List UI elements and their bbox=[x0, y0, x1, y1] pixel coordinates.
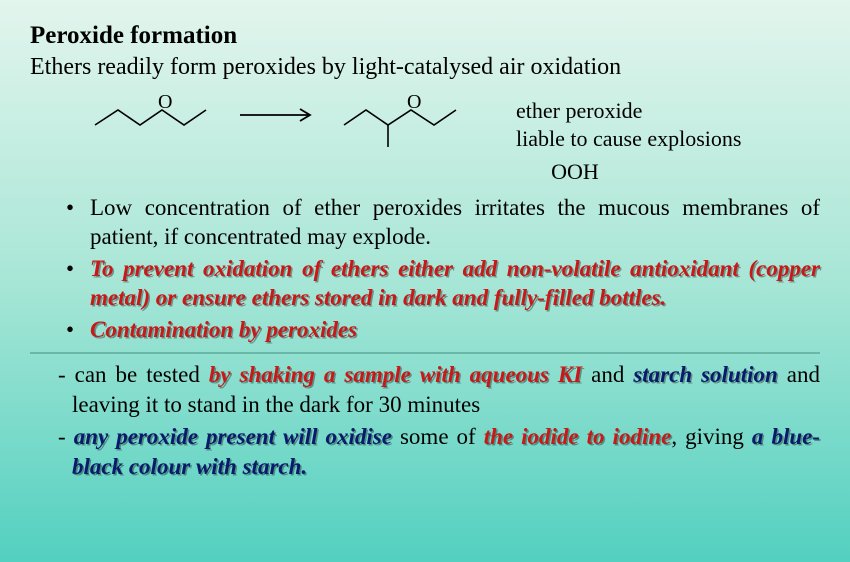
bullet-item: To prevent oxidation of ethers either ad… bbox=[66, 254, 820, 313]
emphasis-text: starch solution bbox=[633, 362, 777, 387]
dash-item: - can be tested by shaking a sample with… bbox=[58, 360, 820, 420]
text-plain: some of bbox=[392, 424, 484, 449]
bullet-item: Contamination by peroxides bbox=[66, 315, 820, 344]
reaction-diagram: O O ether peroxide liable to cause explo… bbox=[90, 95, 820, 155]
text-plain: - bbox=[58, 424, 74, 449]
bullet-item: Low concentration of ether peroxides irr… bbox=[66, 193, 820, 252]
slide-subtitle: Ethers readily form peroxides by light-c… bbox=[30, 54, 820, 81]
peroxide-molecule-icon: O bbox=[336, 95, 486, 155]
ooh-label: OOH bbox=[330, 159, 820, 185]
text-plain: and bbox=[582, 362, 633, 387]
oxygen-label: O bbox=[158, 95, 172, 113]
emphasis-text: Contamination by peroxides bbox=[90, 317, 357, 342]
reaction-arrow-icon bbox=[238, 105, 318, 125]
caption-line: ether peroxide bbox=[516, 97, 741, 125]
emphasis-text: any peroxide present will oxidise bbox=[74, 424, 392, 449]
diagram-caption: ether peroxide liable to cause explosion… bbox=[516, 97, 741, 152]
oxygen-label: O bbox=[407, 95, 421, 113]
slide-title: Peroxide formation bbox=[30, 22, 820, 50]
dash-list: - can be tested by shaking a sample with… bbox=[30, 360, 820, 482]
divider bbox=[30, 352, 820, 354]
emphasis-text: To prevent oxidation of ethers either ad… bbox=[90, 256, 820, 310]
dash-item: - any peroxide present will oxidise some… bbox=[58, 422, 820, 482]
caption-line: liable to cause explosions bbox=[516, 125, 741, 153]
text-plain: , giving bbox=[671, 424, 752, 449]
bullet-list: Low concentration of ether peroxides irr… bbox=[30, 193, 820, 344]
text-plain: - can be tested bbox=[58, 362, 209, 387]
emphasis-text: the iodide to iodine bbox=[484, 424, 672, 449]
ether-molecule-icon: O bbox=[90, 95, 220, 135]
emphasis-text: by shaking a sample with aqueous KI bbox=[209, 362, 582, 387]
